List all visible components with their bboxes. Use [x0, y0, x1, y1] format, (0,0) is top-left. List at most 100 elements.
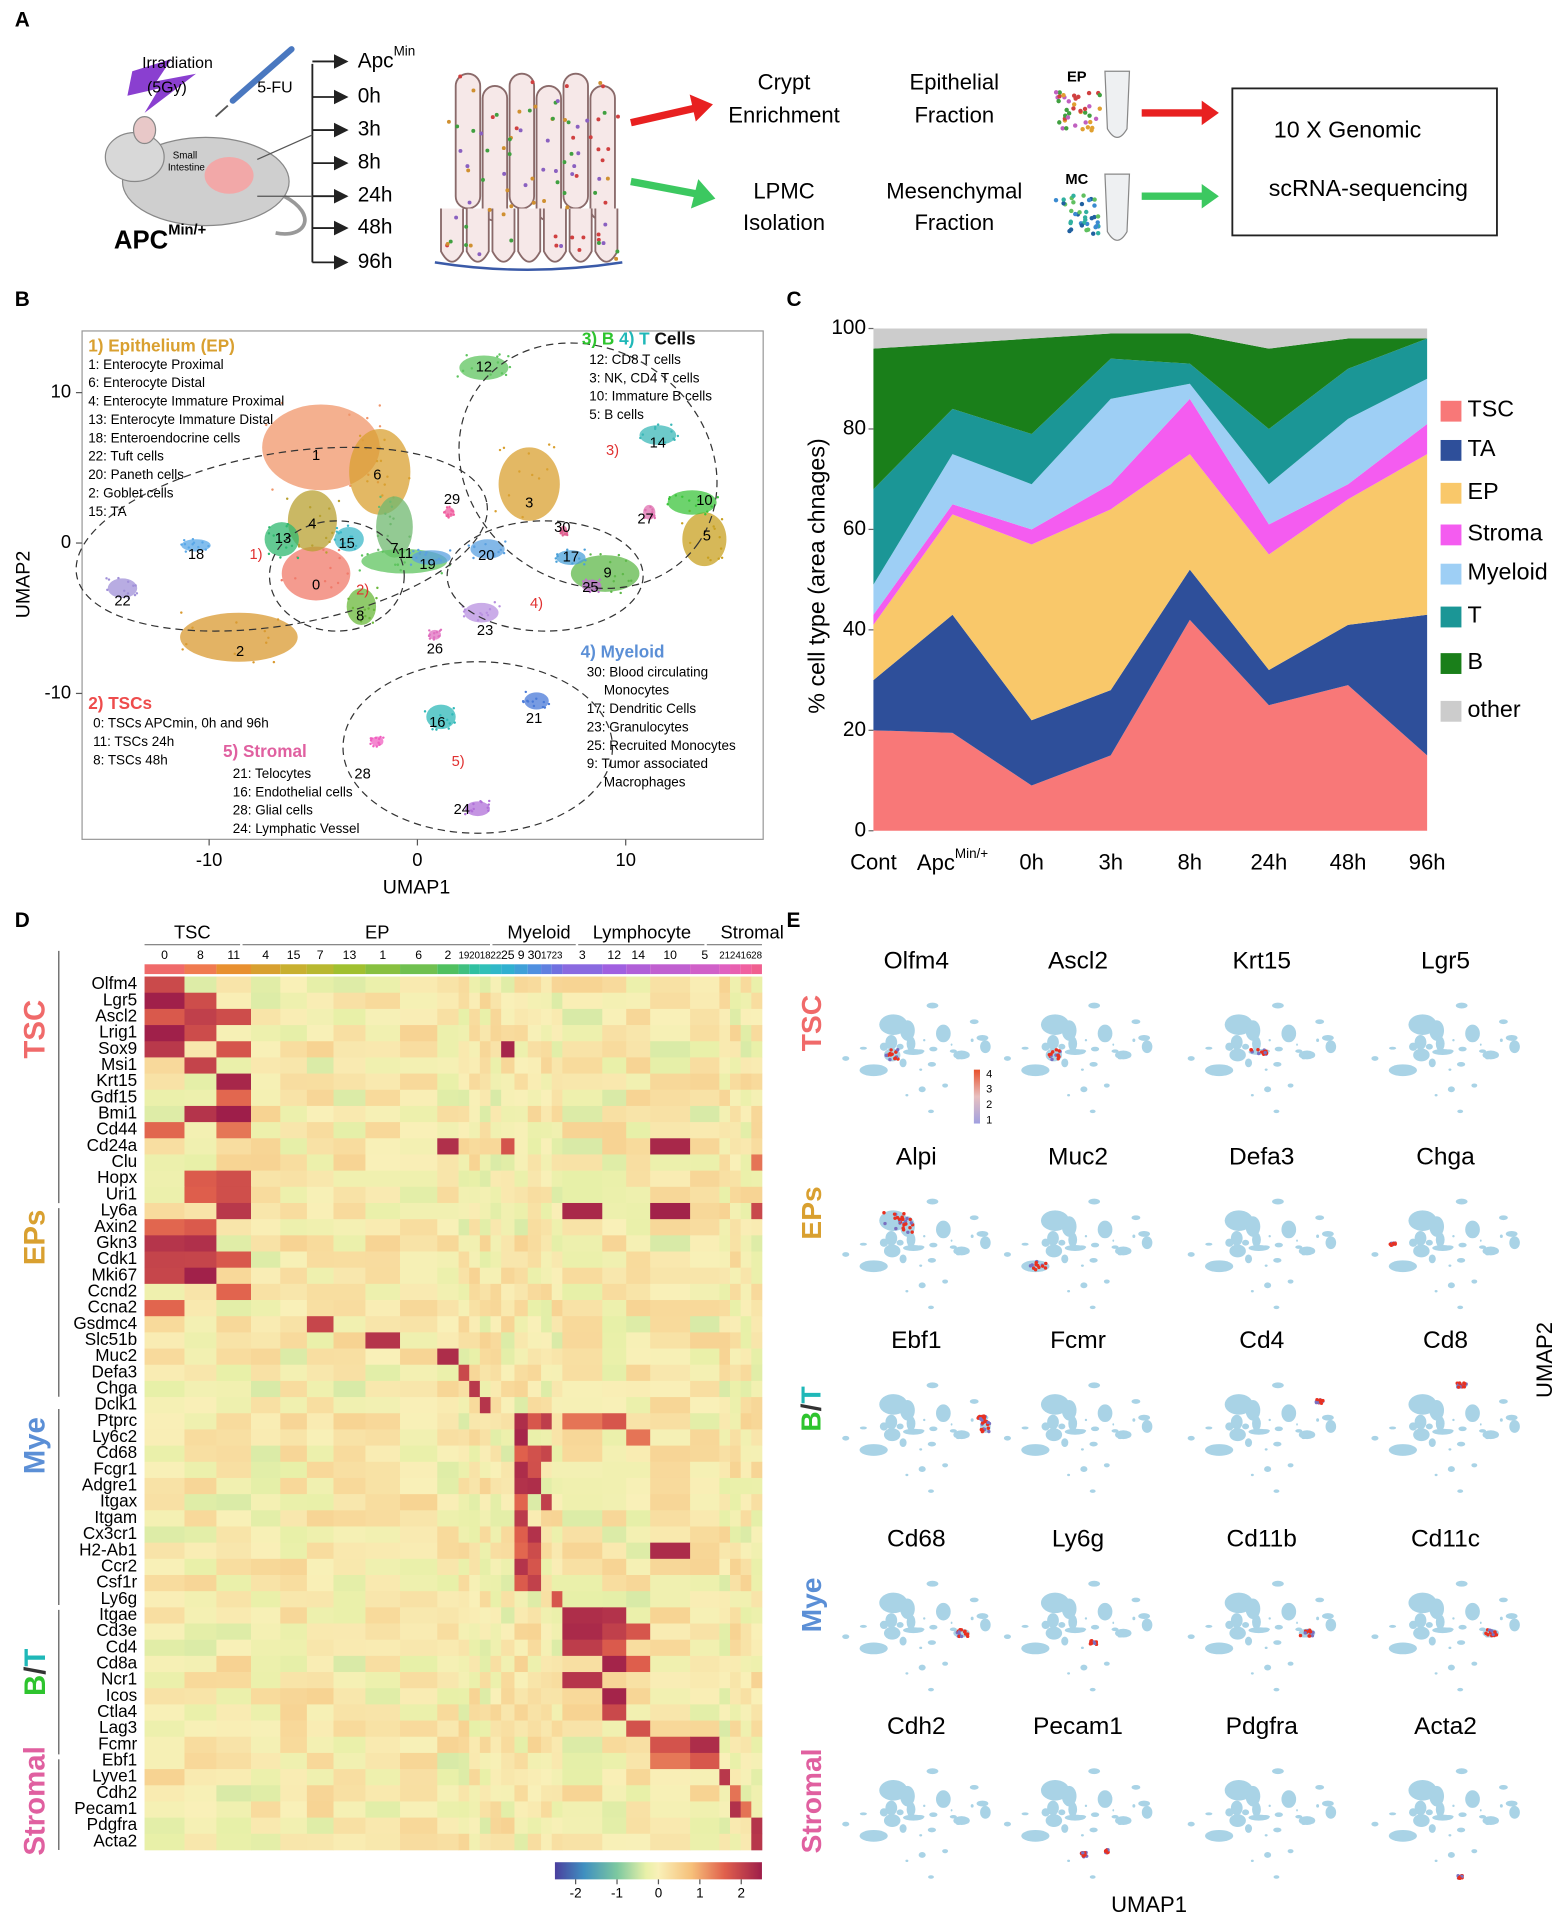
heatmap-cell	[459, 1090, 470, 1107]
heatmap-cell	[562, 1834, 602, 1851]
cell-dot	[1087, 104, 1091, 108]
heatmap-cell	[280, 1704, 307, 1721]
heatmap-cell	[730, 1187, 741, 1204]
heatmap-cell	[719, 977, 730, 994]
cell-dot	[389, 523, 391, 525]
heatmap-cell	[528, 1591, 542, 1608]
heatmap-cell	[333, 1785, 365, 1802]
cell-dot	[508, 137, 512, 141]
expr-dot	[1484, 1632, 1487, 1635]
umap-cloud	[1242, 1424, 1249, 1430]
cell-dot	[440, 559, 442, 561]
heatmap-cell	[741, 1122, 752, 1139]
heatmap-cell	[184, 1591, 216, 1608]
umap-cloud	[936, 1025, 951, 1043]
heatmap-cell	[626, 1624, 650, 1641]
heatmap-cell	[459, 1640, 470, 1657]
cell-dot	[379, 425, 381, 427]
cell-dot	[364, 615, 366, 617]
umap-cloud	[971, 1804, 974, 1808]
heatmap-cell	[400, 1413, 438, 1430]
heatmap-cell	[690, 1672, 720, 1689]
cell-dot	[616, 115, 620, 119]
cell-dot	[500, 549, 502, 551]
heatmap-cell	[184, 993, 216, 1010]
heatmap-cell	[552, 1624, 563, 1641]
heatmap-cell	[459, 1834, 470, 1851]
heatmap-cell	[333, 1122, 365, 1139]
heatmap-cell	[751, 1591, 762, 1608]
heatmap-cell	[751, 1607, 762, 1624]
heatmap-cell	[626, 1672, 650, 1689]
cell-dot	[472, 803, 474, 805]
x-tick-label: ApcMin/+	[917, 846, 988, 875]
heatmap-cell	[528, 1332, 542, 1349]
umap-cloud	[1436, 1416, 1445, 1431]
cluster-label: 20	[478, 548, 494, 564]
umap-cloud	[1088, 1768, 1100, 1774]
expr-dot	[981, 1421, 984, 1424]
heatmap-cell	[626, 1300, 650, 1317]
heatmap-cell	[552, 1154, 563, 1171]
umap-cloud	[1500, 1617, 1503, 1621]
heatmap-cell	[690, 1332, 720, 1349]
heatmap-cell	[145, 1818, 185, 1835]
heatmap-cell	[751, 1624, 762, 1641]
heatmap-cell	[216, 1300, 251, 1317]
cluster-label: 22	[114, 594, 130, 610]
heatmap-cell	[562, 1219, 602, 1236]
heatmap-cell	[480, 1332, 491, 1349]
cell-dot	[596, 117, 600, 121]
text-part: B	[795, 1411, 827, 1431]
umap-cloud	[1269, 1419, 1271, 1421]
heatmap-cell	[184, 1041, 216, 1058]
umap-cloud	[1274, 1306, 1280, 1310]
heatmap-cell	[730, 1704, 741, 1721]
cell-dot	[505, 188, 509, 192]
heatmap-cell	[307, 1446, 334, 1463]
heatmap-cell	[469, 1526, 480, 1543]
umap-cloud	[1118, 1252, 1123, 1255]
cell-dot	[583, 548, 585, 550]
cell-dot	[554, 234, 558, 238]
heatmap-cell	[602, 1785, 626, 1802]
heatmap-cell	[514, 1688, 528, 1705]
heatmap-cell	[184, 1219, 216, 1236]
umap-cloud	[1429, 1637, 1436, 1646]
cell-dot	[1084, 228, 1088, 232]
heatmap-cell	[216, 1057, 251, 1074]
heatmap-cell	[602, 1009, 626, 1026]
cell-dot	[709, 559, 711, 561]
heatmap-cell	[184, 1397, 216, 1414]
heatmap-cell	[514, 1106, 528, 1123]
heatmap-cell	[730, 1365, 741, 1382]
umap-cloud	[1409, 1043, 1417, 1051]
heatmap-cell	[501, 1494, 515, 1511]
umap-cloud	[950, 1429, 957, 1433]
cell-dot	[505, 374, 507, 376]
cell-dot	[453, 707, 455, 709]
heatmap-cell	[333, 1704, 365, 1721]
heatmap-cell	[626, 1543, 650, 1560]
heatmap-cell	[650, 1785, 690, 1802]
umap-cloud	[884, 1428, 900, 1441]
heatmap-cell	[741, 1607, 752, 1624]
cell-dot	[681, 522, 683, 524]
group-item: 25: Recruited Monocytes	[587, 738, 736, 753]
heatmap-cell	[459, 1818, 470, 1835]
umap-cloud	[1098, 1603, 1113, 1621]
heatmap-cell	[690, 977, 720, 994]
heatmap-cell	[552, 1575, 563, 1592]
umap-cloud	[1301, 1822, 1306, 1825]
umap-cloud	[928, 1640, 936, 1645]
umap-cloud	[1485, 1436, 1490, 1439]
umap-cloud	[1077, 1815, 1086, 1819]
heatmap-cell	[491, 1365, 502, 1382]
heatmap-cell	[501, 1446, 515, 1463]
cluster-label: 30	[528, 948, 542, 962]
heatmap-cell	[626, 1526, 650, 1543]
group-title: 4) Myeloid	[581, 642, 665, 662]
umap-cloud	[1274, 1875, 1280, 1879]
heatmap-cell	[437, 1478, 459, 1495]
group-title: 1) Epithelium (EP)	[88, 335, 235, 355]
